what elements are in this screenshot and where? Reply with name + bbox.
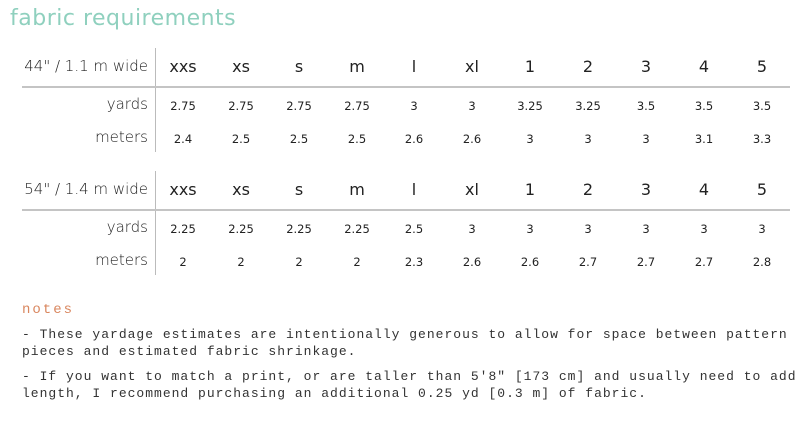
- table-cell: 2.75: [170, 99, 196, 113]
- table-cell: 2.6: [520, 255, 540, 269]
- table-cell: 2.75: [286, 99, 312, 113]
- size-header: 1: [524, 180, 536, 199]
- table-cell: 2.25: [286, 222, 312, 236]
- table-cell: 2: [353, 255, 361, 269]
- table-cell: 3.1: [694, 132, 714, 146]
- table-cell: 3.5: [636, 99, 656, 113]
- table-cell: 3: [468, 99, 476, 113]
- size-header: 3: [640, 180, 652, 199]
- size-header: 4: [698, 57, 710, 76]
- fabric-width-label: 54" / 1.4 m wide: [24, 180, 148, 198]
- note-item: - These yardage estimates are intentiona…: [22, 327, 788, 359]
- vertical-divider: [155, 48, 156, 152]
- size-header: 1: [524, 57, 536, 76]
- horizontal-divider: [22, 209, 790, 211]
- size-header: l: [411, 57, 417, 76]
- size-header: xxs: [169, 180, 197, 199]
- fabric-width-label: 44" / 1.1 m wide: [24, 57, 148, 75]
- size-header: 2: [582, 57, 594, 76]
- size-header: xs: [232, 180, 250, 199]
- table-cell: 3: [700, 222, 708, 236]
- table-cell: 3: [468, 222, 476, 236]
- table-cell: 2: [179, 255, 187, 269]
- table-cell: 3: [758, 222, 766, 236]
- table-cell: 3.25: [575, 99, 601, 113]
- table-cell: 3: [526, 132, 534, 146]
- table-cell: 2.4: [173, 132, 193, 146]
- table-cell: 3.5: [694, 99, 714, 113]
- table-cell: 2.6: [404, 132, 424, 146]
- size-header: xl: [465, 180, 479, 199]
- table-row-meters: meters 2 2 2 2 2.3 2.6 2.6 2.7 2.7 2.7 2.8: [0, 251, 800, 271]
- table-cell: 2.7: [578, 255, 598, 269]
- table-row-yards: yards 2.75 2.75 2.75 2.75 3 3 3.25 3.25 3.5 3.5 3.5: [0, 95, 800, 115]
- table-cell: 2.5: [347, 132, 367, 146]
- header-row: 44" / 1.1 m wide xxs xs s m l xl 1 2 3 4 5: [0, 57, 800, 77]
- table-cell: 2.5: [289, 132, 309, 146]
- table-cell: 2.75: [228, 99, 254, 113]
- size-header: 2: [582, 180, 594, 199]
- size-header: xl: [465, 57, 479, 76]
- table-cell: 3: [642, 132, 650, 146]
- fabric-table: 54" / 1.4 m wide xxs xs s m l xl 1 2 3 4 5 yards 2.25…: [0, 171, 800, 281]
- fabric-table: 44" / 1.1 m wide xxs xs s m l xl 1 2 3 4 5 yards 2.75…: [0, 48, 800, 158]
- row-label: yards: [106, 218, 148, 236]
- table-cell: 2.5: [231, 132, 251, 146]
- size-header: m: [349, 57, 365, 76]
- size-header: m: [349, 180, 365, 199]
- table-cell: 3: [526, 222, 534, 236]
- table-cell: 3: [584, 222, 592, 236]
- table-cell: 3: [410, 99, 418, 113]
- page-title: fabric requirements: [10, 6, 237, 31]
- notes-heading: notes: [22, 302, 75, 318]
- size-header: s: [294, 57, 304, 76]
- size-header: 3: [640, 57, 652, 76]
- size-header: 4: [698, 180, 710, 199]
- table-cell: 2: [295, 255, 303, 269]
- table-cell: 3: [584, 132, 592, 146]
- size-header: 5: [756, 57, 768, 76]
- table-cell: 3.3: [752, 132, 772, 146]
- table-cell: 2.25: [228, 222, 254, 236]
- table-cell: 2.6: [462, 255, 482, 269]
- header-row: 54" / 1.4 m wide xxs xs s m l xl 1 2 3 4 5: [0, 180, 800, 200]
- table-cell: 2.5: [404, 222, 424, 236]
- table-cell: 3: [642, 222, 650, 236]
- row-label: meters: [95, 251, 148, 269]
- table-cell: 2.75: [344, 99, 370, 113]
- table-row-yards: yards 2.25 2.25 2.25 2.25 2.5 3 3 3 3 3 3: [0, 218, 800, 238]
- table-cell: 2.25: [344, 222, 370, 236]
- note-item: - If you want to match a print, or are t…: [22, 369, 797, 401]
- size-header: 5: [756, 180, 768, 199]
- table-cell: 3.5: [752, 99, 772, 113]
- table-cell: 2.7: [636, 255, 656, 269]
- table-cell: 2.3: [404, 255, 424, 269]
- table-cell: 2: [237, 255, 245, 269]
- size-header: xs: [232, 57, 250, 76]
- horizontal-divider: [22, 86, 790, 88]
- vertical-divider: [155, 171, 156, 275]
- size-header: xxs: [169, 57, 197, 76]
- table-cell: 3.25: [517, 99, 543, 113]
- table-cell: 2.6: [462, 132, 482, 146]
- table-row-meters: meters 2.4 2.5 2.5 2.5 2.6 2.6 3 3 3 3.1 3.3: [0, 128, 800, 148]
- row-label: meters: [95, 128, 148, 146]
- table-cell: 2.25: [170, 222, 196, 236]
- size-header: l: [411, 180, 417, 199]
- size-header: s: [294, 180, 304, 199]
- table-cell: 2.8: [752, 255, 772, 269]
- table-cell: 2.7: [694, 255, 714, 269]
- row-label: yards: [106, 95, 148, 113]
